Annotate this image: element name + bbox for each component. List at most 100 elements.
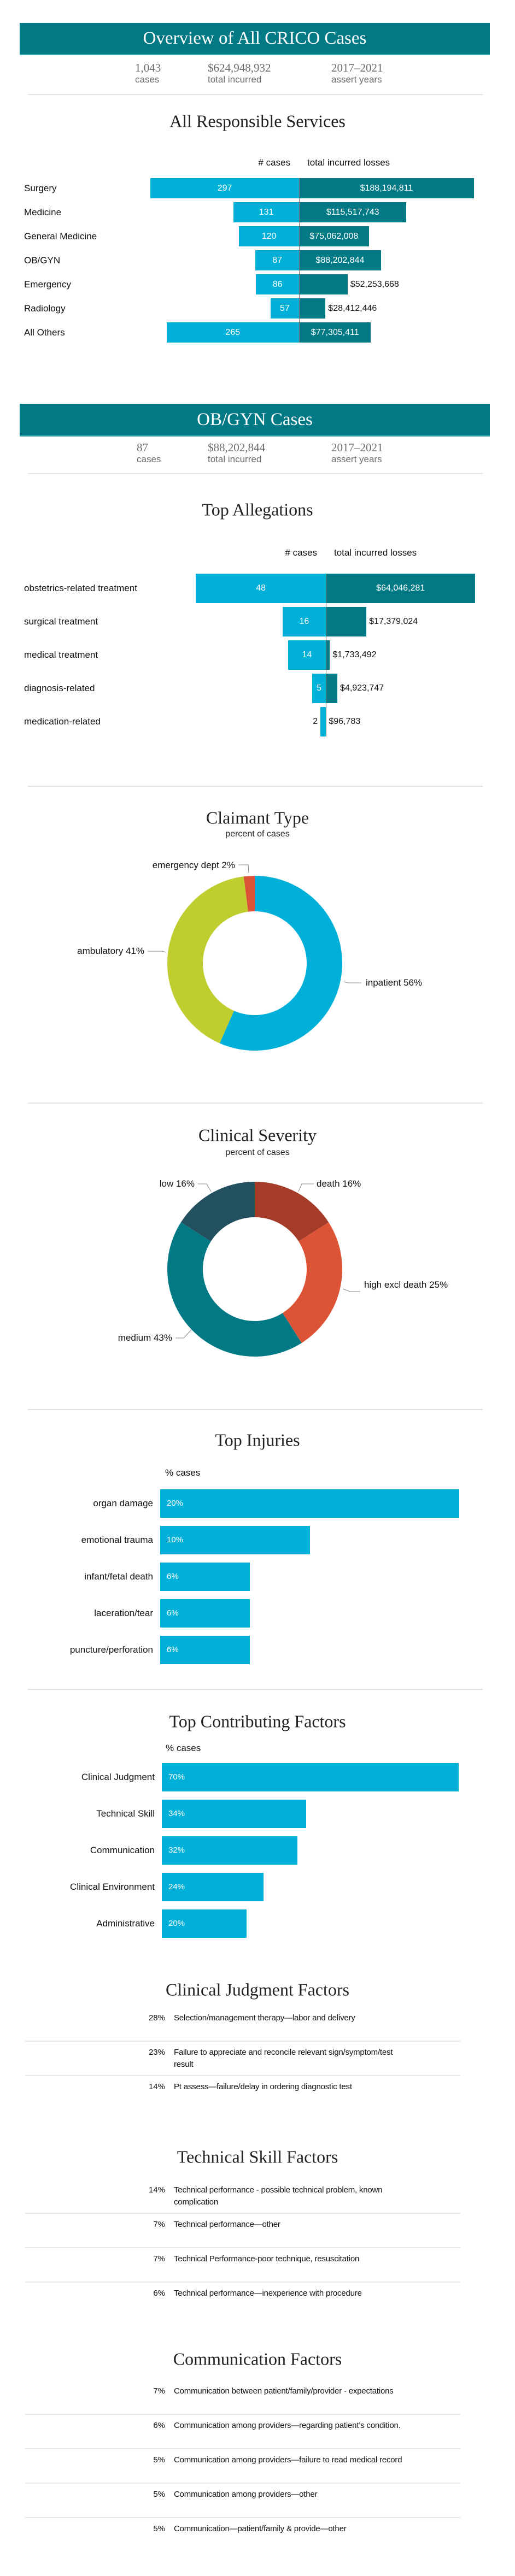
cases-value-label: 86 (272, 280, 283, 289)
cases-value-label: 57 (280, 304, 290, 313)
factor-text: Technical performance—inexperience with … (174, 2289, 362, 2298)
obgyn-stat-years: 2017–2021 assert years (331, 441, 383, 465)
divider (28, 786, 483, 787)
obgyn-header-band: OB/GYN Cases (20, 404, 490, 437)
pct-bar (160, 1563, 250, 1591)
pct-bar (160, 1636, 250, 1664)
clinical-judgment-factors-list: 28% Selection/management therapy—labor an… (25, 2007, 460, 2109)
pct-value-label: 10% (167, 1535, 184, 1545)
pct-bar (162, 1873, 264, 1901)
column-header-losses: total incurred losses (334, 547, 417, 558)
factor-percent: 5% (153, 2455, 165, 2465)
cases-bar (255, 250, 299, 270)
stat-value: $624,948,932 (208, 61, 271, 74)
losses-value-label: $64,046,281 (376, 583, 425, 593)
donut-slice (255, 1182, 329, 1242)
slice-label: high excl death 25% (364, 1280, 448, 1290)
stat-value: $88,202,844 (208, 441, 265, 454)
donut-slice (180, 1182, 255, 1242)
pct-value-label: 6% (167, 1645, 179, 1654)
losses-value-label: $28,412,446 (328, 304, 377, 313)
row-label: Medicine (24, 207, 62, 217)
chart-title-clinical-severity: Clinical Severity (198, 1125, 317, 1145)
cases-bar (256, 274, 299, 294)
row-label: emotional trauma (81, 1535, 153, 1545)
losses-bar (326, 574, 476, 603)
pct-bar (162, 1836, 298, 1865)
cases-value-label: 120 (261, 232, 277, 241)
cases-bar (282, 607, 326, 636)
overview-title: Overview of All CRICO Cases (143, 28, 367, 48)
row-label: OB/GYN (24, 255, 61, 266)
chart-title-contributing-factors: Top Contributing Factors (169, 1711, 346, 1731)
row-label: All Others (24, 327, 65, 338)
donut-slice (282, 1222, 342, 1343)
leader-line (175, 1329, 192, 1339)
cases-value-label: 16 (299, 617, 309, 626)
row-label: General Medicine (24, 231, 97, 241)
row-label: surgical treatment (24, 616, 98, 627)
column-header-pct-cases: % cases (166, 1743, 201, 1753)
clinical-judgment-factors-title: Clinical Judgment Factors (166, 1979, 349, 2000)
factor-percent: 6% (153, 2421, 165, 2430)
donut-slice (243, 876, 255, 912)
divider (28, 1689, 483, 1690)
obgyn-stat-incurred: $88,202,844 total incurred (208, 441, 265, 465)
cases-value-label: 48 (256, 583, 266, 593)
donut-slice (167, 1222, 302, 1357)
row-label: diagnosis-related (24, 683, 95, 693)
factor-percent: 23% (148, 2048, 165, 2057)
factor-percent: 7% (153, 2386, 165, 2396)
divider (28, 94, 483, 95)
chart-subtitle-claimant-type: percent of cases (225, 829, 290, 839)
cases-value-label: 87 (272, 256, 283, 265)
cases-bar (288, 640, 326, 670)
column-header-cases: # cases (285, 547, 317, 558)
column-header-cases: # cases (258, 157, 290, 168)
technical-skill-factors-list: 14% Technical performance - possible tech… (25, 2179, 460, 2316)
obgyn-stat-cases: 87 cases (137, 441, 161, 465)
cases-bar (196, 574, 326, 603)
obgyn-title: OB/GYN Cases (197, 409, 313, 429)
cases-value-label: 5 (317, 683, 322, 693)
cases-value-label: 131 (259, 208, 274, 217)
factor-percent: 7% (153, 2220, 165, 2229)
row-label: infant/fetal death (84, 1571, 153, 1582)
factor-text: Technical Performance-poor technique, re… (174, 2254, 360, 2263)
slice-label: death 16% (317, 1178, 361, 1189)
factor-row: 14% Pt assess—failure/delay in ordering d… (25, 2076, 460, 2109)
pct-value-label: 24% (168, 1882, 185, 1891)
cases-bar (312, 674, 326, 703)
row-label: Administrative (96, 1918, 155, 1929)
center-axis-line (299, 178, 300, 343)
cases-value-label: 14 (302, 650, 312, 659)
factor-percent: 14% (148, 2082, 165, 2091)
losses-value-label: $17,379,024 (369, 617, 418, 626)
pct-value-label: 6% (167, 1572, 179, 1581)
leader-line (343, 981, 361, 983)
slice-label: ambulatory 41% (77, 946, 144, 956)
losses-bar (299, 322, 371, 343)
factor-percent: 6% (153, 2289, 165, 2298)
row-label: Technical Skill (96, 1808, 155, 1819)
leader-line (298, 1183, 314, 1192)
factor-percent: 28% (148, 2013, 165, 2023)
factor-row: 7% Technical performance—other (25, 2214, 460, 2248)
pct-bar (162, 1909, 247, 1938)
donut-slice (167, 876, 248, 1044)
losses-bar (299, 250, 381, 270)
factor-text: Technical performance—other (174, 2220, 280, 2229)
cases-bar (270, 298, 299, 319)
pct-value-label: 6% (167, 1608, 179, 1618)
chart-title-top-injuries: Top Injuries (215, 1430, 300, 1450)
losses-bar (299, 202, 407, 222)
factor-text: Failure to appreciate and reconcile rele… (174, 2048, 393, 2069)
divider (28, 1409, 483, 1410)
slice-label: low 16% (159, 1178, 195, 1189)
pct-bar (160, 1526, 310, 1554)
overview-stat-incurred: $624,948,932 total incurred (208, 61, 271, 85)
factor-percent: 14% (148, 2185, 165, 2195)
chart-subtitle-clinical-severity: percent of cases (225, 1148, 290, 1157)
technical-skill-factors-title: Technical Skill Factors (177, 2147, 338, 2167)
factor-text: Communication among providers—regarding … (174, 2421, 401, 2430)
